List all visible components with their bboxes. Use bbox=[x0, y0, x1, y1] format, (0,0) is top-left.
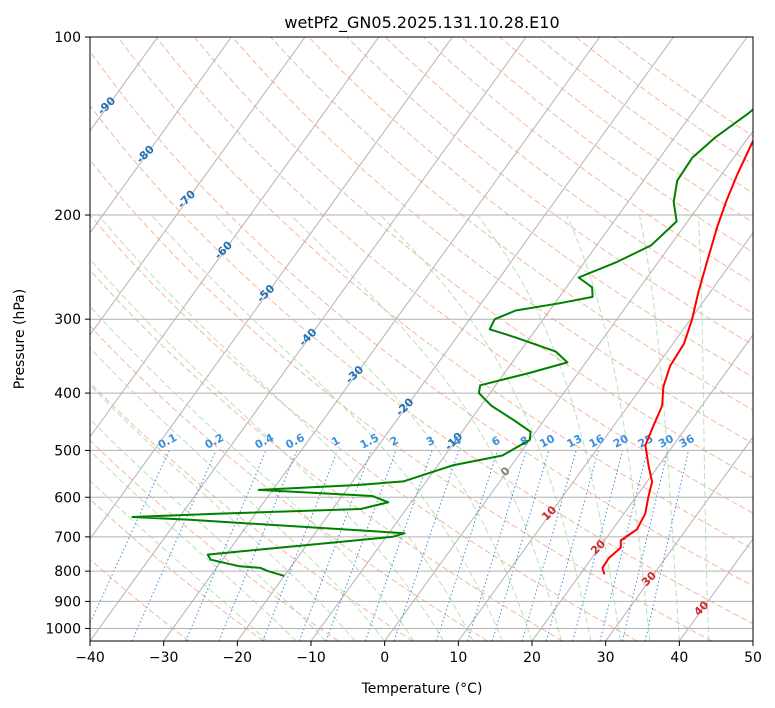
x-tick-label: 30 bbox=[597, 650, 615, 666]
x-tick-label: 10 bbox=[449, 650, 467, 666]
y-axis-title: Pressure (hPa) bbox=[12, 289, 28, 389]
x-axis-title: Temperature (°C) bbox=[361, 681, 483, 697]
temperature-profile-line bbox=[601, 139, 753, 575]
moist-adiabat-line bbox=[98, 214, 474, 641]
x-tick-label: 40 bbox=[670, 650, 688, 666]
y-tick-label: 800 bbox=[54, 564, 81, 580]
isotherm-line bbox=[90, 37, 527, 641]
moist-adiabat-lines bbox=[90, 214, 710, 641]
mixing-ratio-line bbox=[131, 450, 217, 641]
y-tick-label: 900 bbox=[54, 594, 81, 610]
isotherm-line bbox=[90, 37, 380, 438]
mixing-ratio-line bbox=[599, 450, 648, 641]
mixing-ratio-line bbox=[467, 450, 527, 641]
mixing-ratio-label: 20 bbox=[611, 432, 631, 451]
moist-adiabat-line bbox=[214, 214, 533, 641]
moist-adiabat-line bbox=[90, 418, 327, 641]
x-tick-label: 0 bbox=[380, 650, 389, 666]
chart-title: wetPf2_GN05.2025.131.10.28.E10 bbox=[284, 13, 559, 33]
moist-adiabat-line bbox=[90, 384, 356, 641]
moist-adiabat-line bbox=[697, 214, 710, 641]
profile-series bbox=[131, 108, 753, 577]
dry-adiabat-line bbox=[193, 37, 753, 479]
dry-adiabat-line bbox=[270, 37, 753, 411]
isotherm-line bbox=[90, 37, 306, 336]
isotherm-line bbox=[531, 334, 753, 641]
mixing-ratio-line bbox=[644, 450, 689, 641]
mixing-ratio-line bbox=[521, 450, 577, 641]
y-tick-label: 400 bbox=[54, 386, 81, 402]
moist-adiabat-line bbox=[639, 214, 680, 641]
isotherm-line bbox=[678, 538, 753, 641]
y-tick-label: 300 bbox=[54, 312, 81, 328]
mixing-ratio-label: 16 bbox=[587, 432, 607, 451]
mixing-ratio-line bbox=[621, 450, 669, 641]
mixing-ratio-line bbox=[435, 450, 499, 641]
moist-adiabat-line bbox=[90, 305, 415, 641]
dry-adiabat-line bbox=[90, 325, 488, 641]
mixing-ratio-line bbox=[545, 450, 599, 641]
mixing-ratio-lines bbox=[90, 450, 689, 641]
mixing-ratio-line bbox=[572, 450, 624, 641]
mixing-ratio-line bbox=[491, 450, 550, 641]
mixing-ratio-line bbox=[185, 450, 267, 641]
moist-adiabat-line bbox=[566, 214, 651, 641]
isotherm-line bbox=[236, 37, 674, 641]
isotherm-line bbox=[457, 232, 753, 641]
x-tick-label: −20 bbox=[223, 650, 253, 666]
moist-adiabat-line bbox=[476, 214, 621, 641]
y-tick-label: 600 bbox=[54, 490, 81, 506]
dry-adiabat-line bbox=[308, 37, 753, 378]
x-tick-label: 50 bbox=[744, 650, 762, 666]
pressure-grid-lines bbox=[90, 37, 753, 629]
y-tick-label: 1000 bbox=[45, 621, 81, 637]
y-tick-label: 700 bbox=[54, 530, 81, 546]
y-tick-label: 500 bbox=[54, 443, 81, 459]
mixing-ratio-label: 36 bbox=[677, 432, 697, 451]
dry-adiabat-line bbox=[384, 37, 753, 315]
isotherm-line bbox=[90, 37, 453, 540]
y-tick-label: 100 bbox=[54, 30, 81, 46]
plot-frame bbox=[89, 36, 754, 642]
moist-adiabat-line bbox=[90, 479, 268, 641]
dry-adiabat-line bbox=[90, 159, 712, 641]
x-tick-label: −30 bbox=[149, 650, 179, 666]
y-axis: 100 200 300 400 500 600 700 800 900 1000 bbox=[45, 30, 90, 637]
moist-adiabat-line bbox=[380, 214, 592, 641]
x-tick-label: −40 bbox=[75, 650, 105, 666]
x-tick-label: 20 bbox=[523, 650, 541, 666]
mixing-ratio-line bbox=[90, 450, 170, 625]
mixing-ratio-label: 30 bbox=[656, 432, 676, 451]
dry-adiabat-line bbox=[90, 382, 414, 641]
mixing-ratio-label: 13 bbox=[565, 432, 585, 451]
mixing-ratio-label: 10 bbox=[537, 432, 557, 451]
isotherm-line bbox=[384, 129, 753, 641]
isotherm-line bbox=[90, 37, 232, 234]
y-tick-label: 200 bbox=[54, 208, 81, 224]
moist-adiabat-line bbox=[290, 214, 562, 641]
isotherm-line bbox=[605, 436, 753, 641]
dewpoint-profile-line bbox=[131, 108, 753, 577]
moist-adiabat-line bbox=[151, 214, 503, 641]
isotherm-line bbox=[163, 37, 601, 641]
dry-adiabat-line bbox=[90, 105, 753, 625]
mixing-ratio-labels: 0.1 0.2 0.4 0.6 1 1.5 2 3 4 6 8 10 13 16 20 25 30 36 bbox=[156, 431, 697, 452]
mixing-ratio-line bbox=[364, 450, 433, 641]
x-axis: −40 −30 −20 −10 0 10 20 30 40 50 bbox=[75, 641, 762, 666]
dry-adiabat-line bbox=[90, 558, 190, 641]
dry-adiabat-line bbox=[117, 37, 753, 550]
moist-adiabat-line bbox=[90, 450, 297, 641]
dry-adiabat-line bbox=[346, 37, 753, 346]
mixing-ratio-line bbox=[393, 450, 460, 641]
mixing-ratio-label: 25 bbox=[636, 432, 656, 451]
dry-adiabat-line bbox=[90, 214, 638, 641]
x-tick-label: −10 bbox=[296, 650, 326, 666]
dry-adiabat-line bbox=[90, 50, 753, 587]
moist-adiabat-line bbox=[90, 347, 386, 641]
plot-area: -100-90-80-70-60-50-40-30-20-10010203040… bbox=[90, 37, 753, 641]
